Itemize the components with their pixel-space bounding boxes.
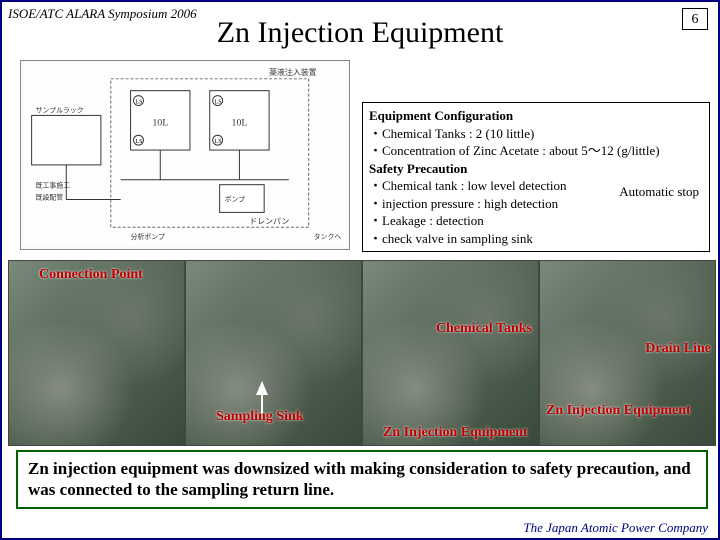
config-header-1: Equipment Configuration bbox=[369, 107, 703, 125]
svg-text:既工事施工: 既工事施工 bbox=[36, 181, 71, 190]
label-zn-equipment-right: Zn Injection Equipment bbox=[546, 403, 691, 419]
photo-drain-line: Drain Line Zn Injection Equipment bbox=[539, 260, 716, 446]
svg-text:LS: LS bbox=[215, 100, 222, 106]
config-line: ・Leakage : detection bbox=[369, 212, 703, 230]
svg-text:既設配管: 既設配管 bbox=[36, 193, 64, 202]
config-line: ・Concentration of Zinc Acetate : about 5… bbox=[369, 142, 703, 160]
svg-text:LS: LS bbox=[136, 100, 143, 106]
automatic-stop-label: Automatic stop bbox=[619, 183, 699, 201]
summary-caption: Zn injection equipment was downsized wit… bbox=[16, 450, 708, 509]
label-zn-equipment-mid: Zn Injection Equipment bbox=[383, 425, 528, 441]
label-drain-line: Drain Line bbox=[645, 341, 711, 357]
svg-text:LS: LS bbox=[136, 139, 143, 145]
photo-sampling-sink: Sampling Sink bbox=[185, 260, 362, 446]
svg-text:タンクへ: タンクへ bbox=[314, 232, 342, 241]
slide: ISOE/ATC ALARA Symposium 2006 6 Zn Injec… bbox=[0, 0, 720, 540]
label-sampling-sink: Sampling Sink bbox=[216, 409, 304, 425]
photo-row: Connection Point Sampling Sink Zn Inject… bbox=[8, 260, 716, 446]
svg-text:LS: LS bbox=[215, 139, 222, 145]
label-connection-point: Connection Point bbox=[39, 267, 143, 283]
svg-text:ポンプ: ポンプ bbox=[225, 196, 246, 204]
svg-text:ドレンパン: ドレンパン bbox=[249, 217, 289, 226]
svg-text:サンプルラック: サンプルラック bbox=[36, 106, 84, 114]
svg-text:薬液注入装置: 薬液注入装置 bbox=[269, 67, 317, 77]
page-title: Zn Injection Equipment bbox=[2, 16, 718, 50]
schematic-diagram: 10L 10L LS LS LS LS ポンプ ドレンパン サンプルラック 薬液… bbox=[20, 60, 350, 250]
svg-text:分析ポンプ: 分析ポンプ bbox=[131, 232, 165, 241]
config-line: ・check valve in sampling sink bbox=[369, 230, 703, 248]
photo-zn-equipment-mid: Zn Injection Equipment Chemical Tanks bbox=[362, 260, 539, 446]
company-footer: The Japan Atomic Power Company bbox=[523, 520, 708, 536]
config-line: ・Chemical Tanks : 2 (10 little) bbox=[369, 125, 703, 143]
svg-text:10L: 10L bbox=[152, 117, 168, 128]
photo-connection-point: Connection Point bbox=[8, 260, 185, 446]
configuration-box: Equipment Configuration ・Chemical Tanks … bbox=[362, 102, 710, 252]
svg-text:10L: 10L bbox=[232, 117, 248, 128]
config-header-2: Safety Precaution bbox=[369, 160, 703, 178]
label-chemical-tanks: Chemical Tanks bbox=[436, 321, 532, 337]
